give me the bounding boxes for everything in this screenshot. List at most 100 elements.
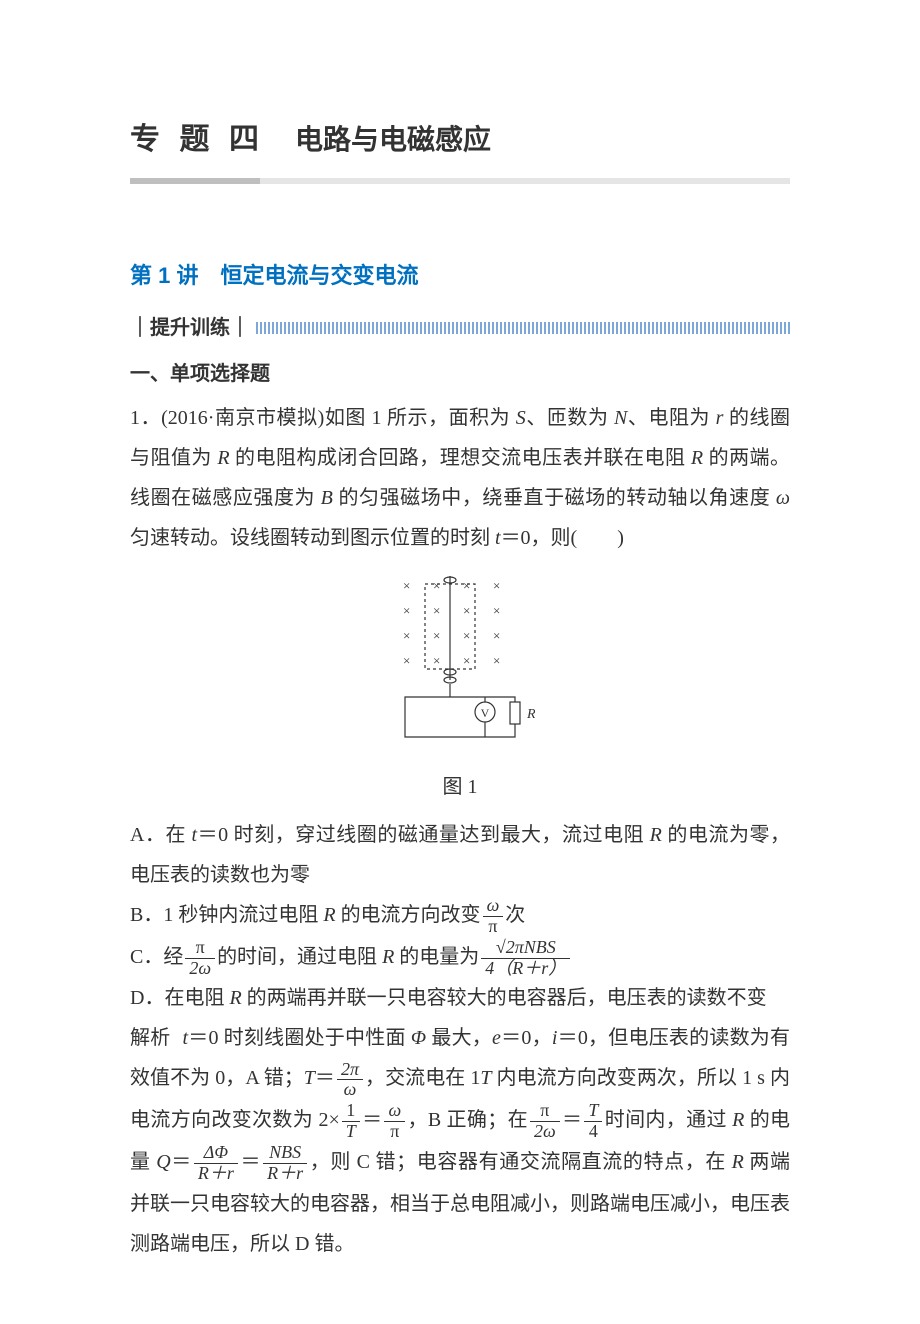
analysis-text: 最大， — [426, 1027, 492, 1049]
svg-text:×: × — [463, 628, 470, 643]
analysis-text: ＝ — [562, 1109, 583, 1131]
header-underline — [130, 178, 790, 184]
frac-num: NBS — [263, 1143, 307, 1164]
svg-text:×: × — [493, 578, 500, 593]
frac-den: 2ω — [185, 959, 215, 979]
frac-den: π — [384, 1122, 405, 1142]
analysis-text: ，交流电在 1 — [365, 1067, 480, 1089]
frac-num: π — [530, 1101, 560, 1122]
analysis-text: ，B 正确；在 — [407, 1109, 528, 1131]
analysis-text: ＝ — [240, 1151, 261, 1173]
opt-c-text: C．经 — [130, 946, 183, 968]
fraction: ωπ — [384, 1101, 405, 1142]
lecture-title: 第 1 讲 恒定电流与交变电流 — [130, 254, 790, 298]
frac-den: π — [483, 917, 504, 937]
svg-text:R: R — [526, 707, 535, 722]
topic-title: 电路与电磁感应 — [295, 113, 491, 169]
frac-num: 2π — [337, 1060, 363, 1081]
option-b: B．1 秒钟内流过电阻 R 的电流方向改变ωπ次 — [130, 895, 790, 937]
opt-d-text: 的两端再并联一只电容较大的电容器后，电压表的读数不变 — [242, 987, 767, 1009]
svg-text:V: V — [481, 706, 490, 720]
q1-text: 、匝数为 — [526, 407, 614, 429]
analysis-text: ＝0， — [501, 1027, 552, 1049]
frac-den: R＋r — [194, 1164, 238, 1184]
practice-row: ｜提升训练｜ — [130, 308, 790, 348]
analysis-text: ＝ — [362, 1109, 383, 1131]
fraction: ωπ — [483, 896, 504, 937]
opt-b-text: 次 — [505, 904, 525, 926]
q1-text: 1．(2016·南京市模拟)如图 1 所示，面积为 — [130, 407, 516, 429]
svg-text:×: × — [463, 578, 470, 593]
var-R: R — [323, 904, 335, 926]
q1-text: 、电阻为 — [627, 407, 715, 429]
svg-text:×: × — [433, 653, 440, 668]
frac-den: 4（R＋r） — [481, 959, 570, 979]
var-R: R — [732, 1151, 744, 1173]
svg-text:×: × — [463, 653, 470, 668]
svg-text:×: × — [403, 628, 410, 643]
opt-c-text: 的电量为 — [394, 946, 479, 968]
svg-text:×: × — [493, 653, 500, 668]
analysis-text: ＝ — [171, 1151, 192, 1173]
frac-den: R＋r — [263, 1164, 307, 1184]
figure-1: ×××× ×××× ×××× ×××× V R — [130, 572, 790, 761]
analysis-label: 解析 — [130, 1027, 170, 1049]
var-R: R — [691, 447, 703, 469]
svg-text:×: × — [433, 578, 440, 593]
q1-text: ＝0，则( ) — [501, 527, 624, 549]
q1-text: 匀速转动。设线圈转动到图示位置的时刻 — [130, 527, 495, 549]
svg-text:×: × — [493, 628, 500, 643]
var-Phi: Φ — [411, 1027, 426, 1049]
frac-num: √2πNBS — [481, 938, 570, 959]
var-omega: ω — [776, 487, 790, 509]
opt-a-text: A．在 — [130, 824, 192, 846]
fraction: ΔΦR＋r — [194, 1143, 238, 1184]
question-1-stem: 1．(2016·南京市模拟)如图 1 所示，面积为 S、匝数为 N、电阻为 r … — [130, 398, 790, 558]
var-R: R — [732, 1109, 744, 1131]
analysis-text: ，则 C 错；电容器有通交流隔直流的特点，在 — [309, 1151, 731, 1173]
svg-text:×: × — [433, 628, 440, 643]
analysis-text: ＝0 时刻线圈处于中性面 — [188, 1027, 411, 1049]
var-B: B — [321, 487, 333, 509]
analysis-text: 时间内，通过 — [604, 1109, 732, 1131]
var-S: S — [516, 407, 526, 429]
fraction: 1T — [342, 1101, 360, 1142]
option-c: C．经π2ω的时间，通过电阻 R 的电量为√2πNBS4（R＋r） — [130, 937, 790, 979]
frac-num: ω — [483, 896, 504, 917]
fraction: 2πω — [337, 1060, 363, 1101]
var-e: e — [492, 1027, 501, 1049]
opt-a-text: ＝0 时刻，穿过线圈的磁通量达到最大，流过电阻 — [197, 824, 650, 846]
circuit-diagram-icon: ×××× ×××× ×××× ×××× V R — [385, 572, 535, 747]
svg-text:×: × — [493, 603, 500, 618]
frac-num: 1 — [342, 1101, 360, 1122]
svg-text:×: × — [403, 653, 410, 668]
section-heading: 一、单项选择题 — [130, 354, 790, 394]
topic-label: 专 题 四 — [130, 110, 265, 170]
fraction: √2πNBS4（R＋r） — [481, 938, 570, 979]
frac-num: ω — [384, 1101, 405, 1122]
opt-b-text: 的电流方向改变 — [336, 904, 481, 926]
fraction: π2ω — [185, 938, 215, 979]
opt-c-text: 的时间，通过电阻 — [217, 946, 382, 968]
var-R: R — [217, 447, 229, 469]
option-d: D．在电阻 R 的两端再并联一只电容较大的电容器后，电压表的读数不变 — [130, 978, 790, 1018]
var-T: T — [480, 1067, 491, 1089]
opt-d-text: D．在电阻 — [130, 987, 229, 1009]
q1-text: 的电阻构成闭合回路，理想交流电压表并联在电阻 — [230, 447, 691, 469]
frac-num: π — [185, 938, 215, 959]
fraction: π2ω — [530, 1101, 560, 1142]
frac-den: T — [342, 1122, 360, 1142]
var-R: R — [650, 824, 662, 846]
var-R: R — [382, 946, 394, 968]
var-T: T — [304, 1067, 315, 1089]
svg-text:×: × — [463, 603, 470, 618]
fraction: NBSR＋r — [263, 1143, 307, 1184]
svg-text:×: × — [433, 603, 440, 618]
analysis-text: ＝ — [315, 1067, 335, 1089]
frac-num: ΔΦ — [194, 1143, 238, 1164]
fraction: T4 — [584, 1101, 602, 1142]
option-a: A．在 t＝0 时刻，穿过线圈的磁通量达到最大，流过电阻 R 的电流为零，电压表… — [130, 815, 790, 895]
frac-den: ω — [337, 1080, 363, 1100]
var-N: N — [614, 407, 627, 429]
var-R: R — [229, 987, 241, 1009]
